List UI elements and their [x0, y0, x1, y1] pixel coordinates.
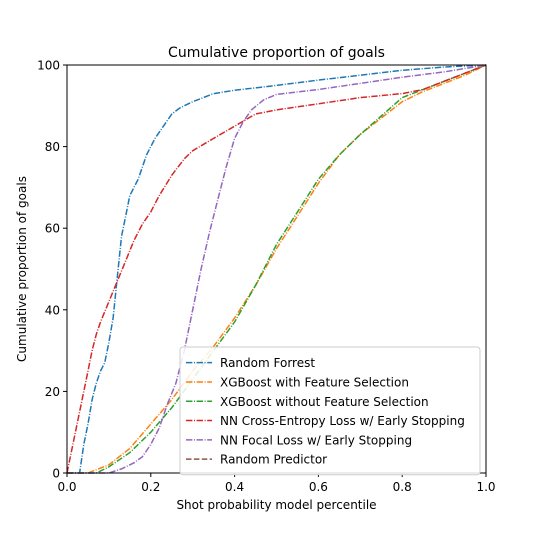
y-tick-label: 40	[45, 303, 60, 317]
legend-label: NN Focal Loss w/ Early Stopping	[220, 433, 412, 447]
x-tick-label: 0.0	[57, 480, 76, 494]
y-tick-label: 20	[45, 385, 60, 399]
y-tick-label: 60	[45, 222, 60, 236]
legend-label: XGBoost without Feature Selection	[220, 395, 429, 409]
x-tick-label: 1.0	[476, 480, 495, 494]
x-tick-label: 0.2	[141, 480, 160, 494]
series-line-1	[67, 64, 487, 474]
series-line-0	[67, 64, 487, 474]
legend-label: Random Predictor	[220, 453, 327, 467]
x-axis-ticks: 0.0 0.2 0.4 0.6 0.8 1.0	[57, 473, 496, 494]
chart-title: Cumulative proportion of goals	[168, 45, 385, 61]
plot-area	[66, 64, 487, 474]
legend-label: Random Forrest	[220, 356, 315, 370]
legend-box	[179, 346, 481, 476]
y-tick-label: 80	[45, 140, 60, 154]
series-line-2	[67, 64, 487, 474]
legend-label: NN Cross-Entropy Loss w/ Early Stopping	[220, 414, 465, 428]
series-line-4	[67, 64, 487, 474]
y-axis-ticks: 0 20 40 60 80 100	[37, 59, 67, 481]
x-tick-label: 0.4	[225, 480, 244, 494]
legend: Random Forrest XGBoost with Feature Selec…	[179, 346, 481, 476]
series-line-3	[66, 64, 487, 474]
legend-label: XGBoost with Feature Selection	[220, 375, 409, 389]
y-tick-label: 0	[52, 467, 60, 481]
y-axis-label: Cumulative proportion of goals	[15, 176, 29, 362]
y-tick-label: 100	[37, 59, 60, 73]
x-tick-label: 0.8	[393, 480, 412, 494]
x-tick-label: 0.6	[309, 480, 328, 494]
x-axis-label: Shot probability model percentile	[176, 498, 376, 512]
